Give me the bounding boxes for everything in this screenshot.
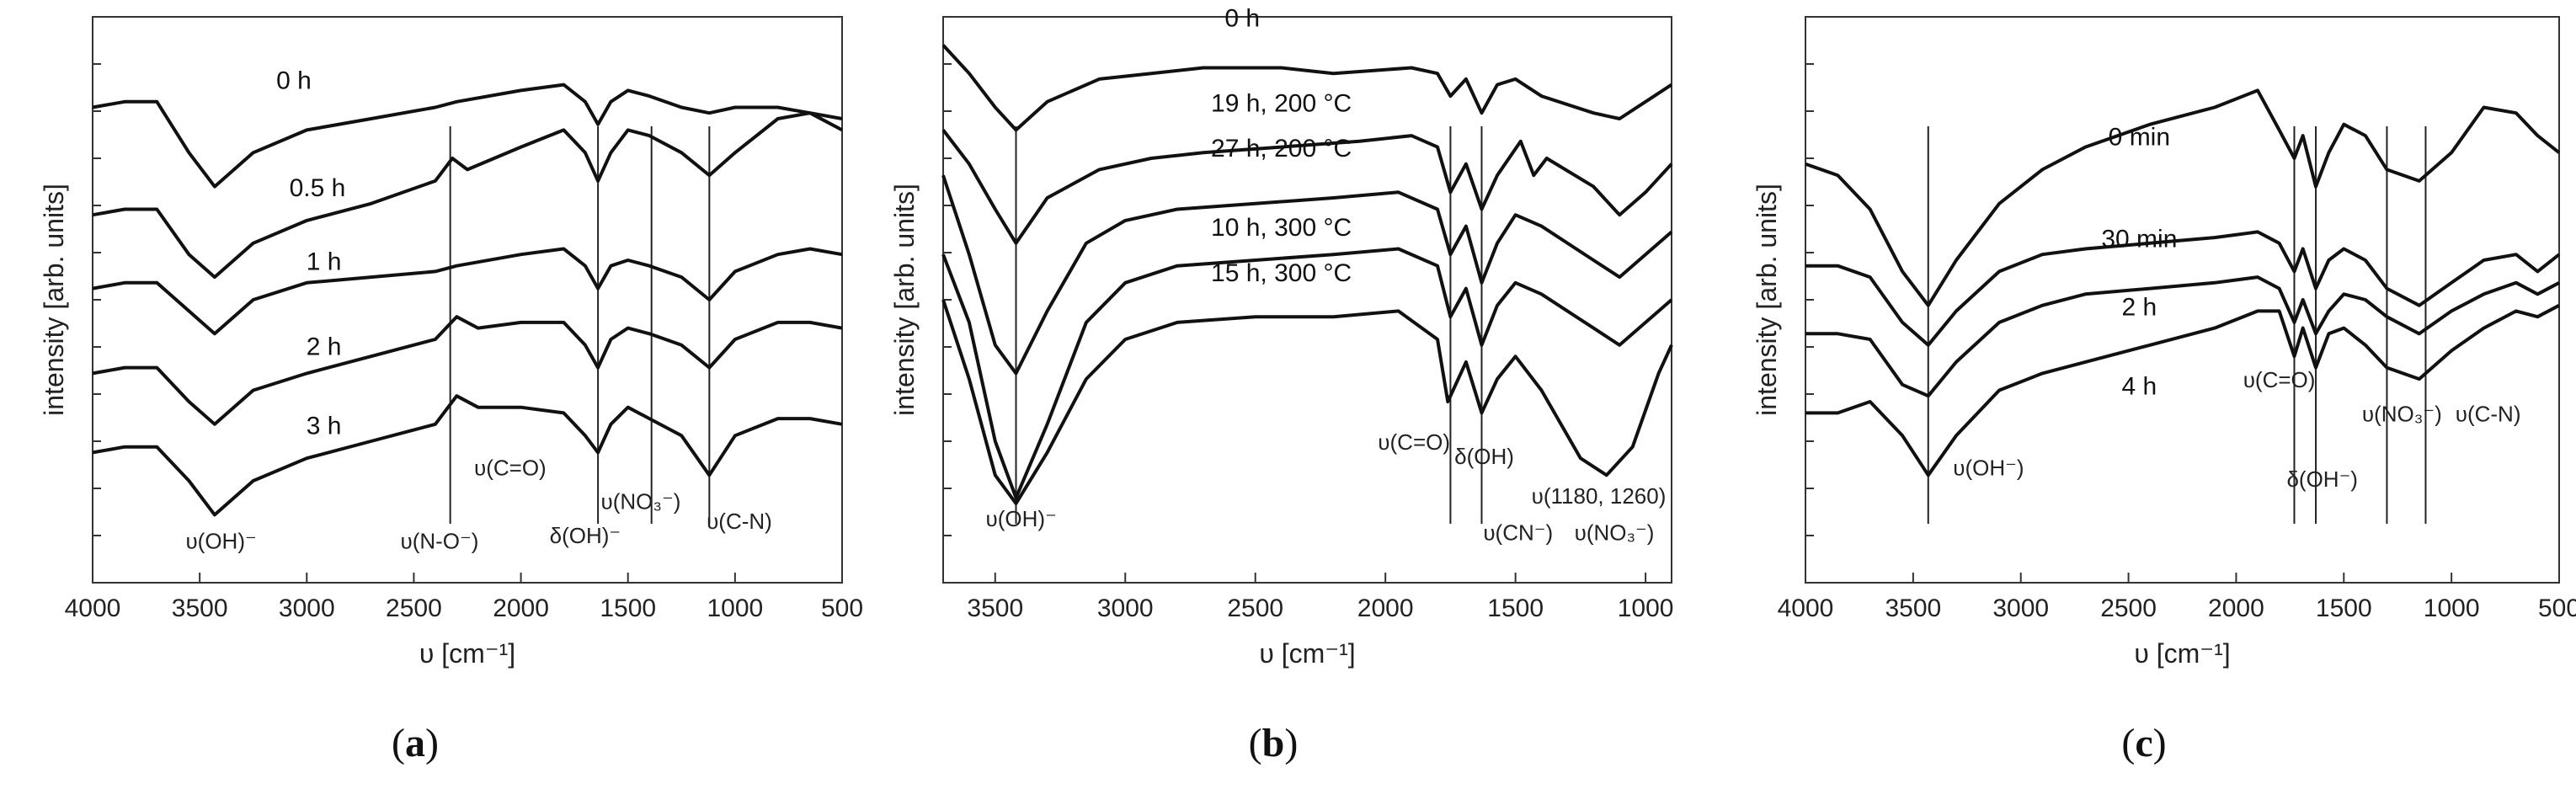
series-label: 2 h bbox=[2121, 293, 2157, 321]
x-tick-label: 3000 bbox=[279, 594, 335, 622]
series-label: 0 min bbox=[2109, 124, 2170, 152]
x-tick-label: 2000 bbox=[2208, 594, 2264, 622]
spectrum-line bbox=[941, 299, 1673, 505]
spectrum-line bbox=[92, 247, 843, 336]
band-annotation: υ(C=O) bbox=[1378, 429, 1450, 455]
series-label: 0.5 h bbox=[290, 174, 346, 202]
series-label: 27 h, 200 °C bbox=[1211, 135, 1352, 163]
x-tick-label: 2500 bbox=[2100, 594, 2157, 622]
band-annotation: υ(OH)⁻ bbox=[185, 529, 256, 554]
spectrum-line bbox=[941, 174, 1673, 376]
spectrum-line bbox=[92, 83, 843, 189]
x-tick-label: 500 bbox=[821, 594, 863, 622]
spectrum-line bbox=[1805, 275, 2560, 398]
subfigure-letter-c: c bbox=[2135, 721, 2153, 765]
band-annotation: υ(C=O) bbox=[474, 455, 547, 480]
x-tick-label: 3000 bbox=[1097, 594, 1154, 622]
x-tick-label: 3500 bbox=[1885, 594, 1941, 622]
y-axis-label: intensity [arb. units] bbox=[39, 184, 69, 416]
spectrum-line bbox=[92, 315, 843, 426]
x-axis-label: υ [cm⁻¹] bbox=[2134, 638, 2230, 669]
spectrum-line bbox=[92, 394, 843, 517]
subfigure-label-b: (b) bbox=[1248, 721, 1299, 765]
series-label: 1 h bbox=[307, 248, 342, 276]
plot-frame bbox=[92, 16, 843, 584]
series-label: 10 h, 300 °C bbox=[1211, 214, 1352, 242]
spectrum-line bbox=[92, 111, 843, 280]
spectrum-line bbox=[1805, 230, 2561, 347]
y-axis-label: intensity [arb. units] bbox=[1752, 184, 1782, 416]
x-tick-label: 1500 bbox=[1487, 594, 1544, 622]
x-tick-label: 1500 bbox=[600, 594, 656, 622]
plot-frame bbox=[1805, 16, 2560, 584]
x-axis-label: υ [cm⁻¹] bbox=[419, 638, 515, 669]
spectrum-line bbox=[1805, 303, 2560, 477]
band-annotation: υ(NO₃⁻) bbox=[1575, 520, 1655, 546]
x-tick-label: 2500 bbox=[1227, 594, 1283, 622]
subfigure-label-a: (a) bbox=[392, 721, 439, 765]
series-label: 3 h bbox=[307, 412, 342, 440]
band-annotation: υ(1180, 1260) bbox=[1532, 483, 1667, 509]
x-tick-label: 1000 bbox=[2424, 594, 2480, 622]
x-tick-label: 3500 bbox=[967, 594, 1023, 622]
band-annotation: δ(OH)⁻ bbox=[550, 523, 621, 548]
chart-panel-a: 4000 3500 3000 2500 2000 1500 1000 500 υ [cm⁻¹] i… bbox=[39, 16, 863, 669]
x-tick-label: 2500 bbox=[386, 594, 442, 622]
y-axis-label: intensity [arb. units] bbox=[889, 184, 920, 416]
series-label: 4 h bbox=[2121, 372, 2157, 400]
series-label: 0 h bbox=[276, 67, 312, 95]
x-axis-label: υ [cm⁻¹] bbox=[1259, 638, 1355, 669]
series-label: 30 min bbox=[2101, 226, 2177, 253]
series-label: 0 h bbox=[1224, 5, 1260, 33]
x-tick-label: 1000 bbox=[707, 594, 763, 622]
x-tick-label: 1000 bbox=[1618, 594, 1674, 622]
spectrum-line bbox=[1805, 88, 2561, 307]
spectrum-line bbox=[941, 129, 1673, 245]
series-label: 2 h bbox=[307, 333, 342, 360]
x-tick-label: 2000 bbox=[493, 594, 549, 622]
band-annotation: υ(C-N) bbox=[2456, 401, 2521, 426]
band-annotation: υ(C-N) bbox=[707, 509, 772, 534]
band-annotation: υ(OH)⁻ bbox=[986, 506, 1057, 531]
x-tick-label: 500 bbox=[2538, 594, 2576, 622]
chart-panel-c: 4000 3500 3000 2500 2000 1500 1000 500 υ [cm⁻¹] i… bbox=[1752, 16, 2576, 669]
spectrum-line bbox=[941, 247, 1673, 500]
series-label: 19 h, 200 °C bbox=[1211, 89, 1352, 117]
x-tick-label: 4000 bbox=[1778, 594, 1834, 622]
chart-panel-b: 3500 3000 2500 2000 1500 1000 υ [cm⁻¹] intensit… bbox=[889, 5, 1674, 669]
x-tick-label: 2000 bbox=[1357, 594, 1414, 622]
band-annotation: δ(OH⁻) bbox=[2286, 466, 2358, 492]
band-annotation: υ(NO₃⁻) bbox=[2362, 401, 2442, 426]
spectrum-line bbox=[941, 44, 1673, 132]
band-annotation: υ(OH⁻) bbox=[1953, 455, 2024, 480]
x-tick-label: 3500 bbox=[172, 594, 228, 622]
x-tick-label: 3000 bbox=[1992, 594, 2049, 622]
band-annotation: δ(OH) bbox=[1454, 444, 1514, 469]
subfigure-letter-a: a bbox=[405, 721, 425, 765]
x-tick-label: 4000 bbox=[65, 594, 121, 622]
series-label: 15 h, 300 °C bbox=[1211, 259, 1352, 287]
band-annotation: υ(CN⁻) bbox=[1483, 520, 1553, 546]
subfigure-label-c: (c) bbox=[2121, 721, 2167, 765]
x-tick-label: 1500 bbox=[2316, 594, 2372, 622]
band-annotation: υ(N-O⁻) bbox=[400, 529, 478, 554]
band-annotation: υ(C=O) bbox=[2243, 367, 2316, 392]
subfigure-letter-b: b bbox=[1261, 721, 1285, 765]
band-annotation: υ(NO₃⁻) bbox=[601, 489, 681, 514]
